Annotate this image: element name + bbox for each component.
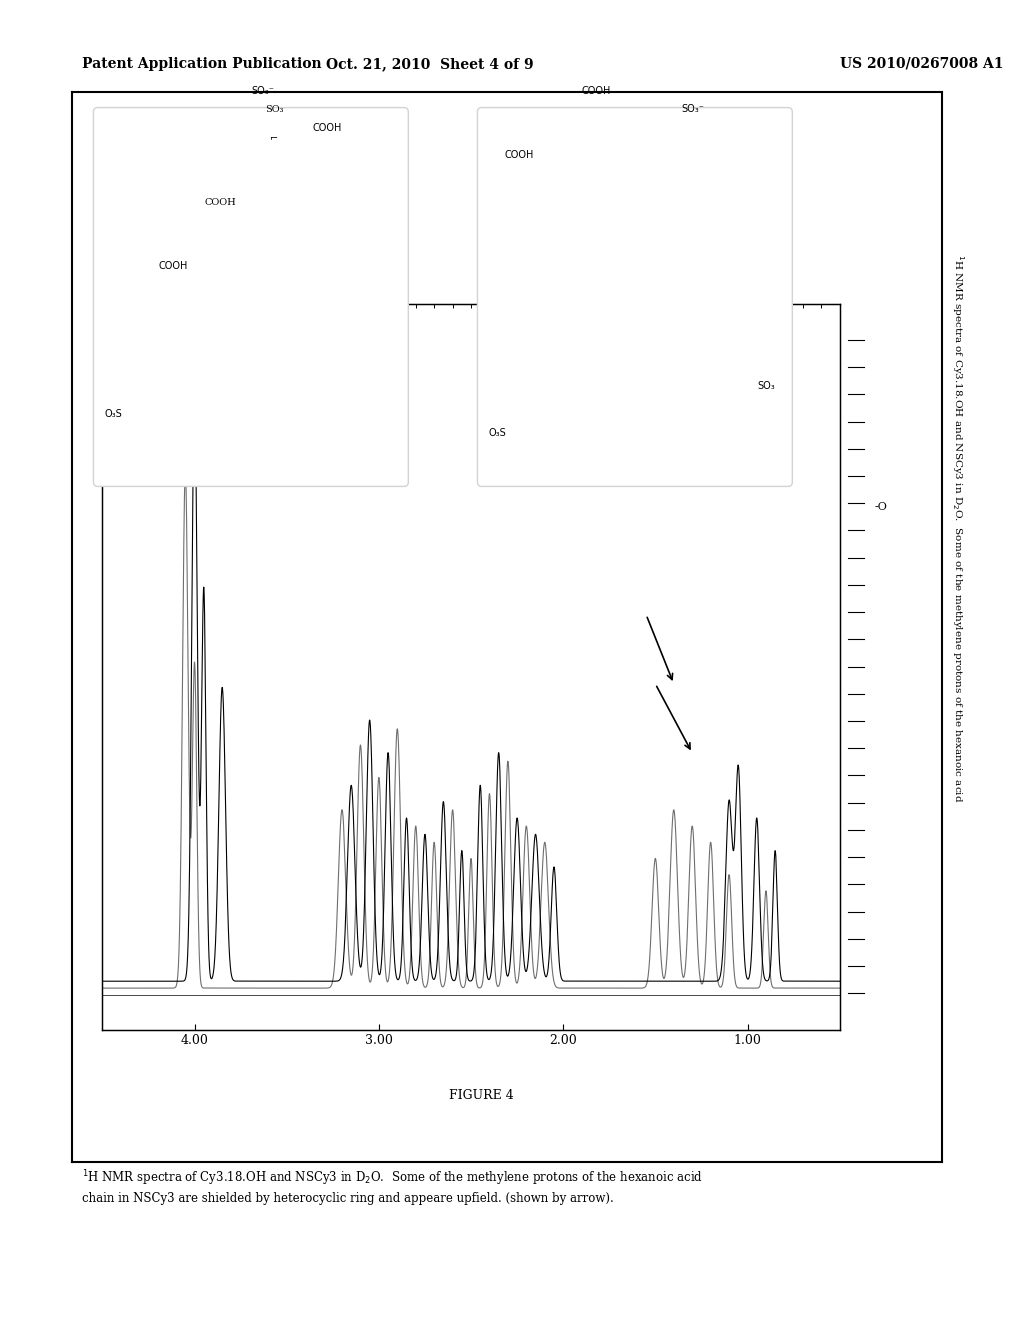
- Text: -O: -O: [874, 502, 888, 512]
- Text: SO₃⁻: SO₃⁻: [251, 86, 273, 96]
- Text: COOH: COOH: [312, 123, 342, 133]
- Text: chain in NSCy3 are shielded by heterocyclic ring and appeare upfield. (shown by : chain in NSCy3 are shielded by heterocyc…: [82, 1192, 613, 1205]
- Text: SO₃: SO₃: [264, 106, 284, 115]
- Text: US 2010/0267008 A1: US 2010/0267008 A1: [840, 57, 1004, 71]
- Text: O₃S: O₃S: [489, 428, 507, 438]
- Text: FIGURE 4: FIGURE 4: [449, 1089, 514, 1102]
- Text: COOH: COOH: [159, 261, 188, 272]
- Text: COOH: COOH: [505, 150, 534, 161]
- Text: SO₃⁻: SO₃⁻: [681, 104, 703, 115]
- Text: $^1$H NMR spectra of Cy3.18.OH and NSCy3 in D$_2$O.  Some of the methylene proto: $^1$H NMR spectra of Cy3.18.OH and NSCy3…: [949, 253, 966, 803]
- Text: $^1$H NMR spectra of Cy3.18.OH and NSCy3 in D$_2$O.  Some of the methylene proto: $^1$H NMR spectra of Cy3.18.OH and NSCy3…: [82, 1168, 702, 1188]
- FancyBboxPatch shape: [93, 107, 409, 486]
- Text: O₃S: O₃S: [105, 409, 123, 420]
- Text: Oct. 21, 2010  Sheet 4 of 9: Oct. 21, 2010 Sheet 4 of 9: [327, 57, 534, 71]
- Text: SO₃: SO₃: [758, 381, 775, 392]
- Text: Patent Application Publication: Patent Application Publication: [82, 57, 322, 71]
- FancyBboxPatch shape: [477, 107, 793, 486]
- Text: COOH: COOH: [204, 198, 237, 207]
- Text: COOH: COOH: [582, 86, 610, 96]
- Text: ⌐: ⌐: [270, 133, 278, 143]
